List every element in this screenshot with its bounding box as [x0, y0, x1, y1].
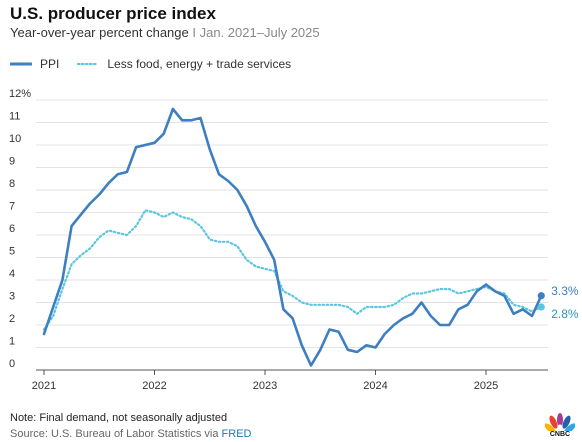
- ppi-line: [42, 107, 543, 367]
- chart-legend: PPI Less food, energy + trade services: [10, 57, 309, 71]
- legend-label-ppi: PPI: [40, 57, 60, 71]
- y-tick-label: 0: [9, 358, 15, 370]
- y-tick-label: 8: [9, 178, 15, 190]
- y-tick-label: 12%: [9, 88, 31, 100]
- cnbc-wordmark: CNBC: [549, 431, 571, 438]
- subtitle-separator: I: [192, 25, 196, 40]
- legend-item-core: Less food, energy + trade services: [77, 57, 291, 71]
- x-tick-label: 2023: [253, 380, 277, 392]
- chart-note: Note: Final demand, not seasonally adjus…: [10, 412, 228, 424]
- chart-source: Source: U.S. Bureau of Labor Statistics …: [10, 428, 252, 440]
- line-chart: 0 1 2 3 4 5 6 7 8 9 10 11 12% 2021 2022 2023 2024 2025 2.8…: [9, 88, 579, 392]
- y-tick-label: 10: [9, 133, 21, 145]
- core-ppi-endpoint: [537, 303, 545, 311]
- core-ppi-end-label: 2.8%: [551, 307, 579, 321]
- source-link-fred[interactable]: FRED: [221, 428, 252, 440]
- legend-label-core: Less food, energy + trade services: [107, 57, 292, 71]
- cnbc-logo: CNBC: [544, 413, 576, 441]
- y-tick-label: 3: [9, 291, 15, 303]
- x-tick-label: 2024: [363, 380, 387, 392]
- y-tick-label: 1: [9, 336, 15, 348]
- legend-swatch-dotted: [77, 62, 100, 66]
- legend-item-ppi: PPI: [10, 57, 59, 71]
- subtitle-main: Year-over-year percent change: [10, 25, 189, 40]
- y-tick-label: 4: [9, 268, 15, 280]
- ppi-end-label: 3.3%: [551, 284, 579, 298]
- core-ppi-line: [42, 209, 543, 331]
- legend-swatch-solid: [10, 62, 32, 66]
- y-tick-label: 9: [9, 156, 15, 168]
- y-tick-label: 2: [9, 313, 15, 325]
- subtitle-date-range: Jan. 2021–July 2025: [199, 25, 320, 40]
- y-tick-label: 6: [9, 223, 15, 235]
- x-tick-label: 2025: [474, 380, 498, 392]
- y-tick-label: 5: [9, 246, 15, 258]
- cnbc-peacock-icon: [544, 413, 576, 440]
- ppi-endpoint: [537, 292, 545, 300]
- y-tick-label: 7: [9, 201, 15, 213]
- x-tick-label: 2021: [32, 380, 56, 392]
- chart-title: U.S. producer price index: [10, 4, 216, 23]
- chart-subtitle: Year-over-year percent change I Jan. 202…: [10, 25, 320, 40]
- x-tick-label: 2022: [142, 380, 166, 392]
- source-text: Source: U.S. Bureau of Labor Statistics …: [10, 428, 222, 440]
- y-tick-label: 11: [9, 111, 20, 123]
